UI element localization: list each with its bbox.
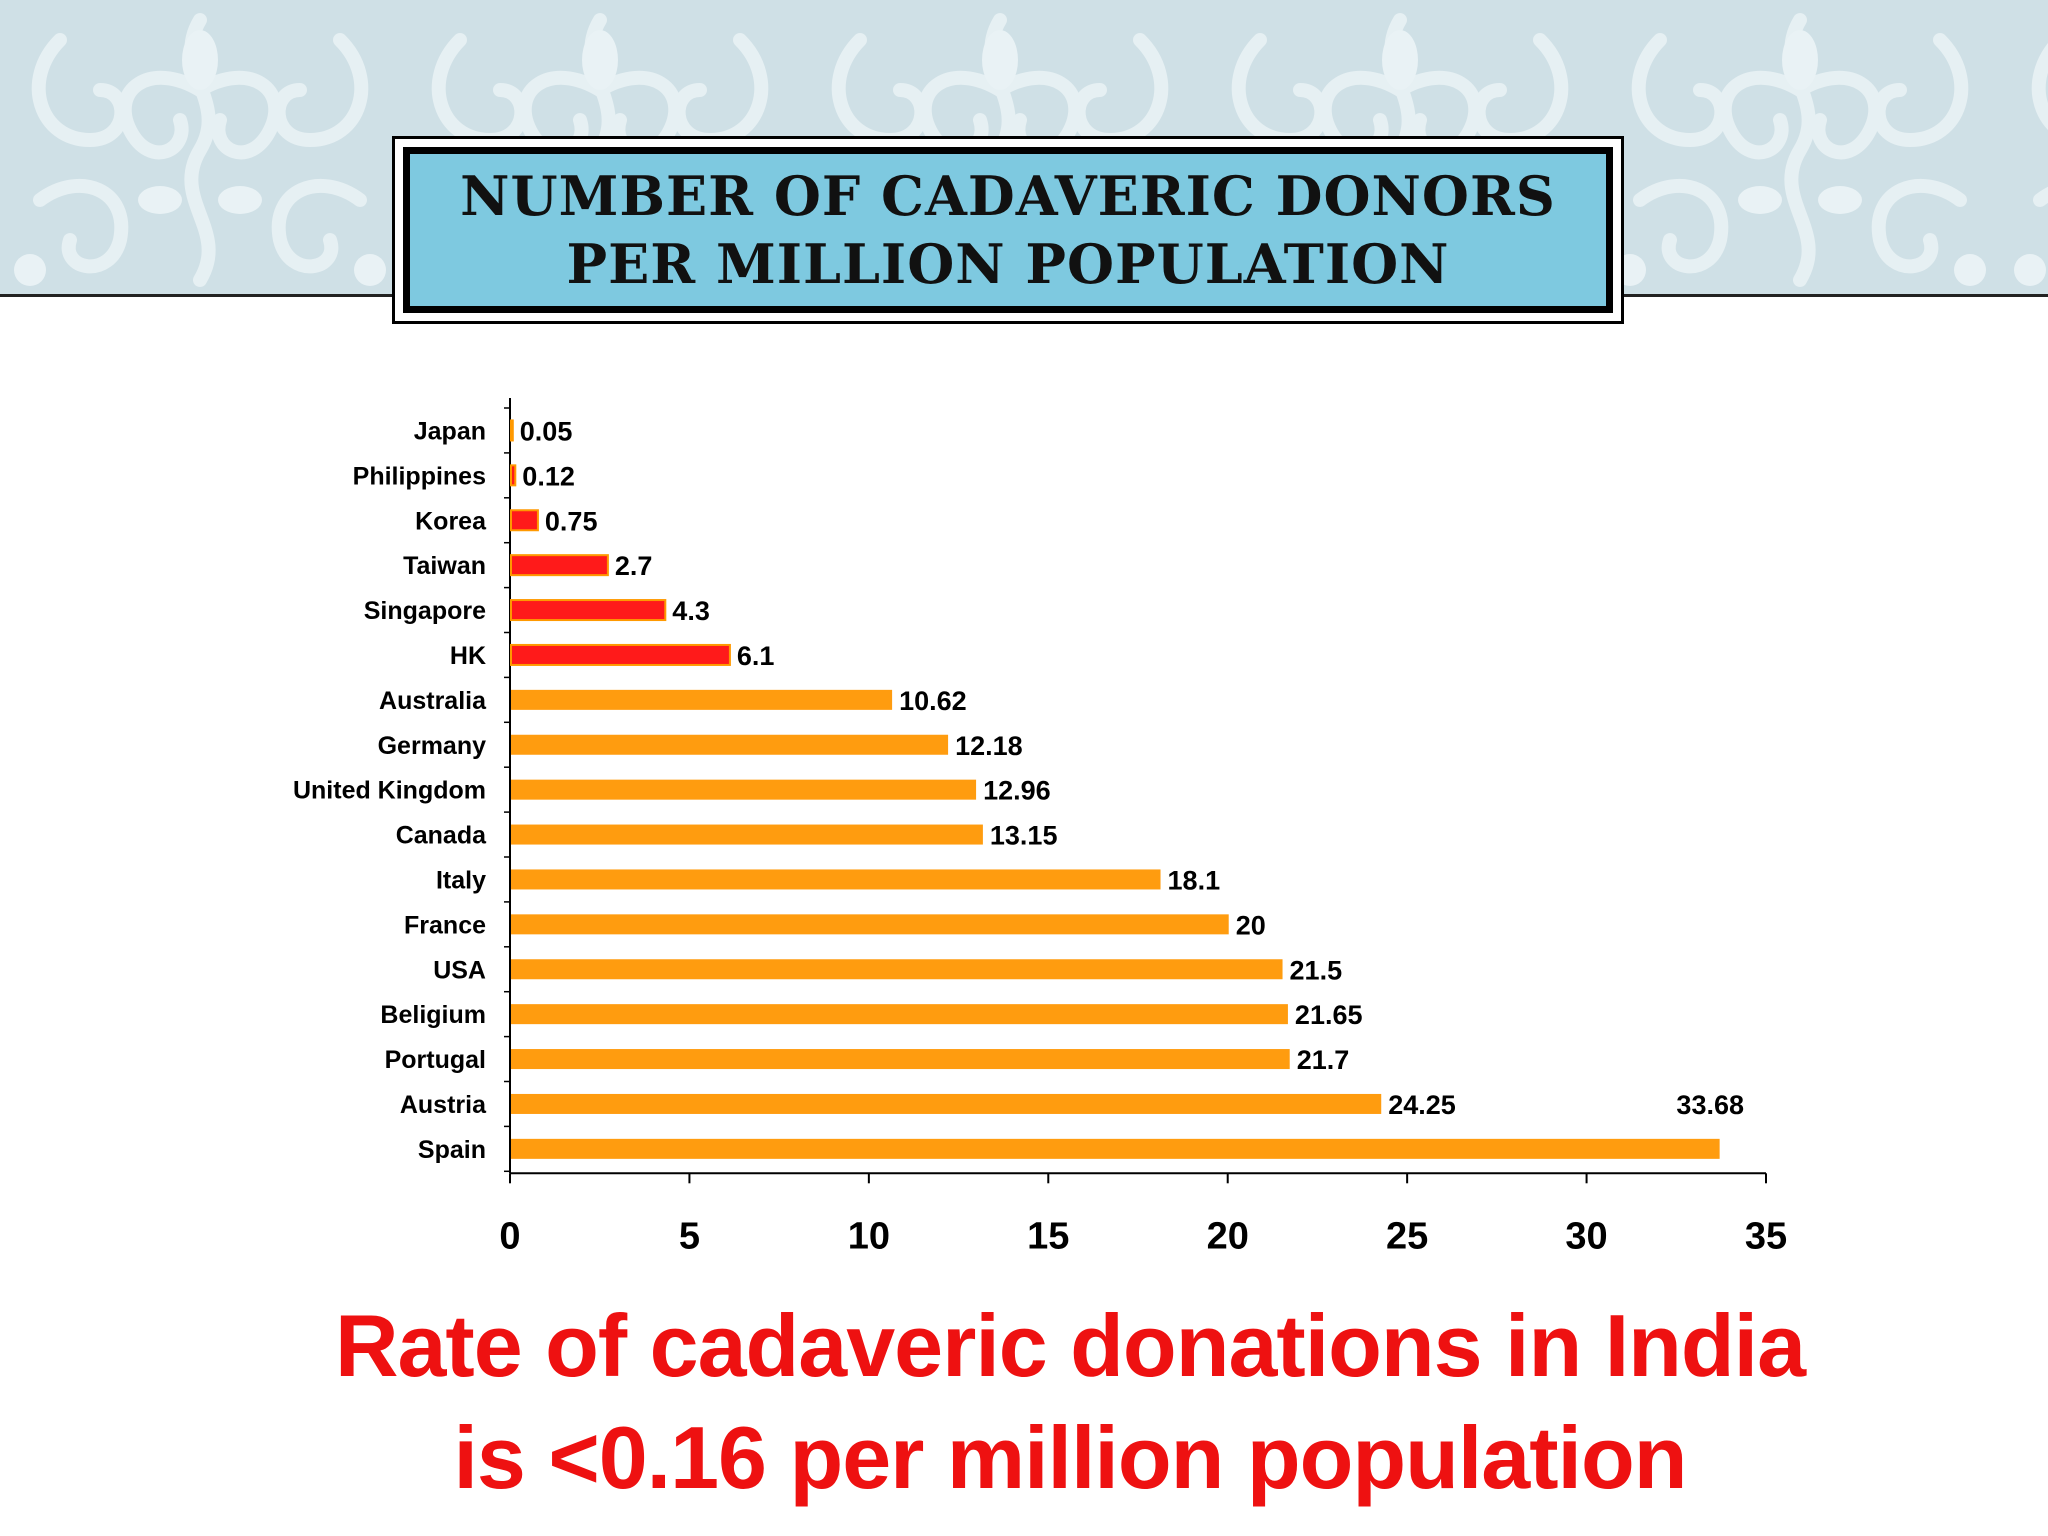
bar-singapore xyxy=(510,599,667,622)
category-label: France xyxy=(404,911,486,939)
x-tick-label: 35 xyxy=(1745,1215,1787,1257)
bar-beligium xyxy=(511,1004,1288,1025)
footnote-line-1: Rate of cadaveric donations in India xyxy=(334,1296,1806,1395)
bar-united-kingdom xyxy=(511,779,977,800)
bar-hk xyxy=(510,643,731,666)
category-label: Korea xyxy=(415,507,487,535)
x-tick-label: 15 xyxy=(1027,1215,1069,1257)
data-label: 13.15 xyxy=(990,821,1058,851)
bar-france xyxy=(511,914,1229,935)
bar-chart: 0 5 10 15 20 25 30 35 Japan 0.05 Philippines 0.12 Ko… xyxy=(293,398,1787,1257)
bar-canada xyxy=(511,824,983,845)
data-label: 21.5 xyxy=(1290,955,1343,985)
data-label: 6.1 xyxy=(737,641,775,671)
data-label: 21.65 xyxy=(1295,1000,1363,1030)
bar-australia xyxy=(511,689,893,710)
footnote-line-2: is <0.16 per million population xyxy=(453,1408,1687,1507)
x-tick-label: 10 xyxy=(848,1215,890,1257)
bar-austria xyxy=(511,1093,1382,1114)
category-label: Austria xyxy=(400,1091,487,1119)
bar-usa xyxy=(511,959,1283,980)
category-label: Australia xyxy=(379,687,487,715)
title-box: NUMBER OF CADAVERIC DONORS PER MILLION P… xyxy=(403,147,1613,313)
category-label: Canada xyxy=(396,822,487,850)
title-frame: NUMBER OF CADAVERIC DONORS PER MILLION P… xyxy=(392,136,1624,324)
category-label: Taiwan xyxy=(403,552,486,580)
data-label: 0.05 xyxy=(520,416,573,446)
data-label: 12.18 xyxy=(955,731,1023,761)
category-label: HK xyxy=(450,642,486,670)
slide-title-line-1: NUMBER OF CADAVERIC DONORS xyxy=(460,164,1556,228)
category-label: Singapore xyxy=(364,597,486,625)
bar-taiwan xyxy=(510,554,609,577)
category-label: Japan xyxy=(414,417,486,445)
data-label: 10.62 xyxy=(899,686,967,716)
data-label: 4.3 xyxy=(672,596,710,626)
bar-korea xyxy=(510,509,539,532)
x-tick-label: 5 xyxy=(679,1215,700,1257)
data-label: 21.7 xyxy=(1297,1045,1350,1075)
category-label: Germany xyxy=(378,732,486,760)
data-label: 24.25 xyxy=(1388,1090,1456,1120)
bar-japan xyxy=(510,419,514,442)
bar-portugal xyxy=(511,1049,1290,1070)
x-tick-label: 30 xyxy=(1565,1215,1607,1257)
bar-spain xyxy=(511,1138,1720,1159)
category-label: Philippines xyxy=(353,462,486,490)
x-tick-label: 0 xyxy=(499,1215,520,1257)
data-label: 20 xyxy=(1236,910,1266,940)
data-label: 12.96 xyxy=(983,776,1051,806)
data-label: 0.12 xyxy=(522,461,575,491)
x-tick-label: 25 xyxy=(1386,1215,1428,1257)
category-label: Portugal xyxy=(385,1046,486,1074)
bar-italy xyxy=(511,869,1161,890)
data-label: 2.7 xyxy=(615,551,653,581)
category-label: Beligium xyxy=(380,1001,486,1029)
bar-philippines xyxy=(510,464,517,487)
category-label: Spain xyxy=(418,1136,486,1164)
slide-title-line-2: PER MILLION POPULATION xyxy=(566,232,1450,296)
x-tick-label: 20 xyxy=(1207,1215,1249,1257)
bar-germany xyxy=(511,734,949,755)
footnote: Rate of cadaveric donations in India is … xyxy=(260,1290,1880,1514)
data-label: 0.75 xyxy=(545,506,598,536)
category-label: United Kingdom xyxy=(293,777,486,805)
data-label: 18.1 xyxy=(1168,865,1221,895)
category-label: USA xyxy=(433,956,486,984)
category-label: Italy xyxy=(436,866,486,894)
data-label: 33.68 xyxy=(1676,1090,1744,1120)
